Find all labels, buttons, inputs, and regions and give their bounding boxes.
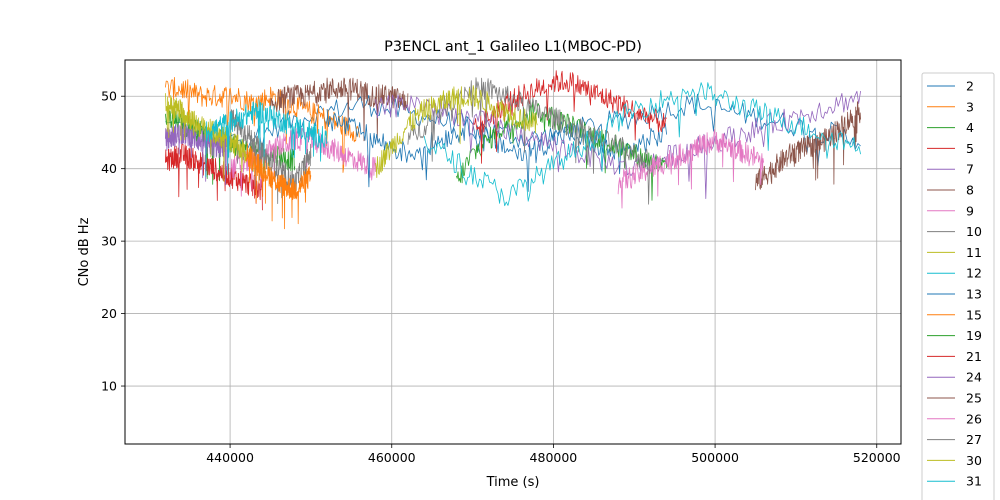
legend-label-4: 4 — [966, 120, 974, 135]
y-axis: 10 20 30 40 50 — [101, 89, 125, 394]
legend-label-8: 8 — [966, 183, 974, 198]
legend-label-19: 19 — [966, 328, 982, 343]
plot-area-frame — [124, 59, 902, 445]
legend-label-15: 15 — [966, 307, 982, 322]
legend-label-10: 10 — [966, 224, 982, 239]
x-tick-label: 480000 — [530, 450, 578, 465]
legend-label-7: 7 — [966, 162, 974, 177]
legend-label-30: 30 — [966, 453, 982, 468]
legend-label-31: 31 — [966, 474, 982, 489]
legend-label-5: 5 — [966, 141, 974, 156]
series-line-19 — [456, 101, 667, 201]
y-tick-label: 40 — [101, 161, 117, 176]
series-line-5 — [165, 143, 263, 211]
legend-label-25: 25 — [966, 391, 982, 406]
legend: 2 3 4 5 7 8 9 10 11 12 13 15 19 21 24 25 26 27 30 31 — [921, 72, 995, 500]
series-line-4 — [165, 107, 296, 185]
y-tick-label: 10 — [101, 379, 117, 394]
legend-frame — [921, 72, 995, 500]
y-tick-label: 20 — [101, 306, 117, 321]
legend-label-21: 21 — [966, 349, 982, 364]
legend-label-12: 12 — [966, 266, 982, 281]
legend-label-27: 27 — [966, 432, 982, 447]
series-line-12 — [205, 99, 328, 178]
series-line-31 — [423, 82, 861, 207]
legend-label-9: 9 — [966, 203, 974, 218]
x-tick-label: 520000 — [853, 450, 901, 465]
series-line-30 — [375, 85, 538, 179]
legend-label-11: 11 — [966, 245, 982, 260]
x-tick-label: 460000 — [368, 450, 416, 465]
plot-content — [165, 70, 861, 230]
y-tick-label: 50 — [101, 89, 117, 104]
series-line-26 — [617, 129, 764, 209]
series-line-24 — [375, 90, 861, 200]
series-line-3 — [165, 77, 360, 173]
y-tick-label: 30 — [101, 234, 117, 249]
chart-title: P3ENCL ant_1 Galileo L1(MBOC-PD) — [384, 39, 642, 55]
legend-label-13: 13 — [966, 287, 982, 302]
legend-label-3: 3 — [966, 99, 974, 114]
y-axis-label: CNo dB Hz — [77, 217, 92, 286]
x-axis-label: Time (s) — [486, 475, 540, 490]
series-line-25 — [755, 101, 861, 191]
series-line-7 — [165, 122, 231, 186]
x-tick-label: 500000 — [691, 450, 739, 465]
legend-label-2: 2 — [966, 79, 974, 94]
x-axis: 440000 460000 480000 500000 520000 — [206, 444, 901, 465]
series-line-15 — [245, 143, 312, 230]
legend-label-24: 24 — [966, 370, 982, 385]
legend-label-26: 26 — [966, 411, 982, 426]
series-line-8 — [270, 77, 409, 142]
x-tick-label: 440000 — [206, 450, 254, 465]
